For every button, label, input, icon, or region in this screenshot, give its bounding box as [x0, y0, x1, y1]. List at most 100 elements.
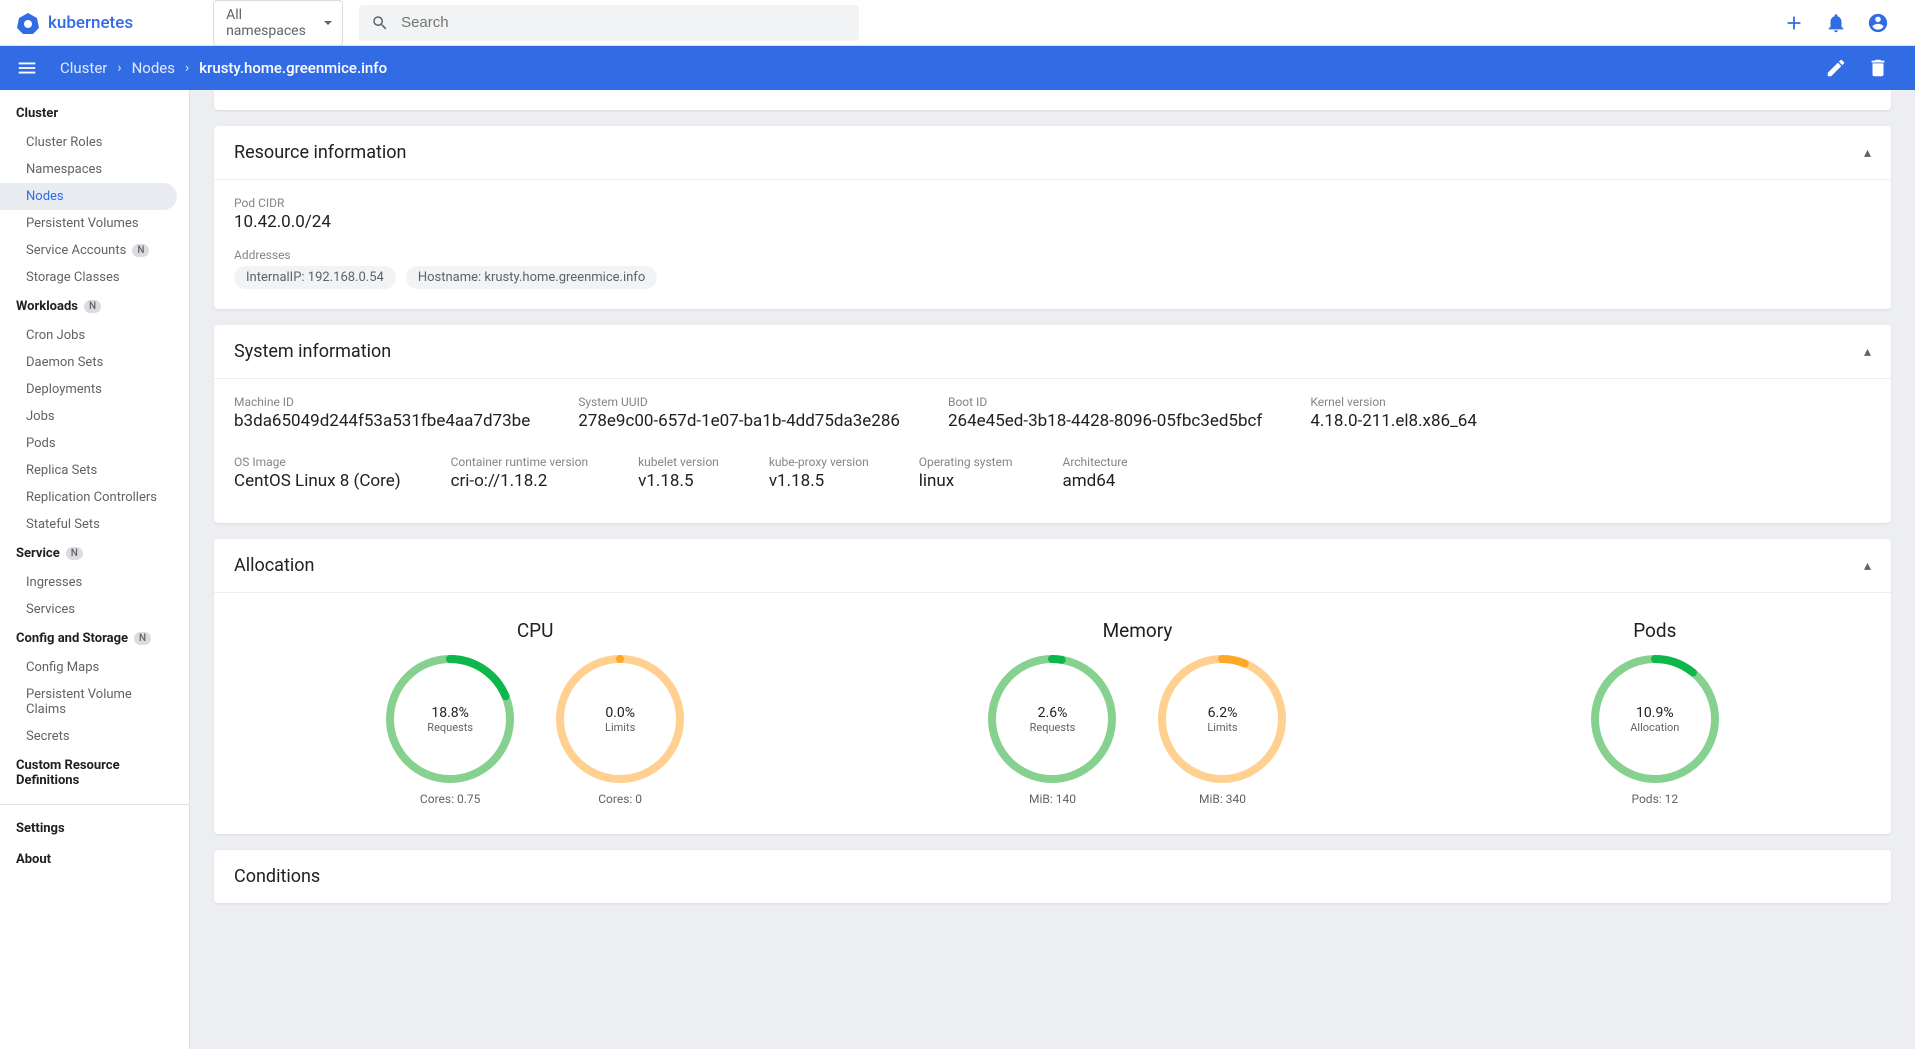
sidebar-section-cluster[interactable]: Cluster	[0, 98, 189, 129]
sidebar-item-service-accounts[interactable]: Service AccountsN	[0, 237, 189, 264]
alloc-percent: 6.2%	[1208, 705, 1238, 721]
namespace-badge: N	[84, 300, 101, 313]
conditions-title: Conditions	[234, 866, 1871, 887]
sys-field-label: kubelet version	[638, 455, 719, 469]
alloc-percent: 10.9%	[1636, 705, 1674, 721]
allocation-title: Allocation	[234, 555, 1864, 576]
sys-field-label: Container runtime version	[451, 455, 588, 469]
notifications-button[interactable]	[1825, 12, 1847, 34]
sidebar-item-stateful-sets[interactable]: Stateful Sets	[0, 511, 189, 538]
sidebar-item-jobs[interactable]: Jobs	[0, 403, 189, 430]
breadcrumb-bar: Cluster › Nodes › krusty.home.greenmice.…	[0, 46, 1915, 90]
sidebar-section-config-and-storage[interactable]: Config and StorageN	[0, 623, 189, 654]
pod-cidr-value: 10.42.0.0/24	[234, 212, 1871, 232]
sidebar-about[interactable]: About	[0, 844, 189, 875]
menu-button[interactable]	[16, 57, 38, 79]
addresses-label: Addresses	[234, 248, 1871, 262]
alloc-group-memory: Memory2.6%RequestsMiB: 1406.2%LimitsMiB:…	[987, 619, 1287, 806]
sidebar-item-ingresses[interactable]: Ingresses	[0, 569, 189, 596]
prev-card-stub	[214, 90, 1891, 110]
sidebar-item-replica-sets[interactable]: Replica Sets	[0, 457, 189, 484]
app-title: kubernetes	[48, 13, 133, 33]
alloc-sublabel: Allocation	[1630, 721, 1679, 734]
alloc-bottom-label: Pods: 12	[1631, 792, 1678, 806]
alloc-group-pods: Pods 10.9%Allocation Pods: 12	[1590, 619, 1720, 806]
search-input[interactable]	[401, 14, 847, 31]
search-icon	[371, 14, 389, 32]
breadcrumb-node-name: krusty.home.greenmice.info	[199, 59, 387, 77]
namespace-badge: N	[132, 244, 149, 257]
sys-field-value: b3da65049d244f53a531fbe4aa7d73be	[234, 411, 530, 431]
sidebar-section-custom-resource-definitions[interactable]: Custom Resource Definitions	[0, 750, 189, 796]
sys-field-value: 4.18.0-211.el8.x86_64	[1310, 411, 1477, 431]
alloc-bottom-label: Cores: 0.75	[420, 792, 480, 806]
sidebar-item-pods[interactable]: Pods	[0, 430, 189, 457]
alloc-chart: 6.2%Limits MiB: 340	[1157, 654, 1287, 806]
sidebar-item-nodes[interactable]: Nodes	[0, 183, 177, 210]
sidebar-settings[interactable]: Settings	[0, 813, 189, 844]
alloc-bottom-label: MiB: 140	[1029, 792, 1076, 806]
sidebar-section-service[interactable]: ServiceN	[0, 538, 189, 569]
sys-field-value: 278e9c00-657d-1e07-ba1b-4dd75da3e286	[578, 411, 900, 431]
system-info-title: System information	[234, 341, 1864, 362]
address-chip: InternalIP: 192.168.0.54	[234, 266, 396, 289]
sidebar-item-services[interactable]: Services	[0, 596, 189, 623]
sys-field-value: linux	[919, 471, 1013, 491]
alloc-sublabel: Requests	[1030, 721, 1076, 734]
namespace-selector[interactable]: All namespaces	[213, 0, 343, 46]
alloc-chart: 0.0%Limits Cores: 0	[555, 654, 685, 806]
resource-info-card: Resource information ▴ Pod CIDR 10.42.0.…	[214, 126, 1891, 309]
sidebar-item-persistent-volumes[interactable]: Persistent Volumes	[0, 210, 189, 237]
sys-field-value: 264e45ed-3b18-4428-8096-05fbc3ed5bcf	[948, 411, 1262, 431]
sys-field-value: amd64	[1062, 471, 1127, 491]
collapse-icon[interactable]: ▴	[1864, 344, 1871, 360]
chevron-right-icon: ›	[185, 60, 189, 76]
sys-field-label: System UUID	[578, 395, 900, 409]
breadcrumb-nodes[interactable]: Nodes	[132, 59, 175, 77]
sidebar-item-config-maps[interactable]: Config Maps	[0, 654, 189, 681]
namespace-badge: N	[66, 547, 83, 560]
account-button[interactable]	[1867, 12, 1889, 34]
delete-button[interactable]	[1867, 57, 1889, 79]
conditions-card: Conditions	[214, 850, 1891, 903]
alloc-sublabel: Limits	[1207, 721, 1237, 734]
sidebar-section-workloads[interactable]: WorkloadsN	[0, 291, 189, 322]
alloc-bottom-label: Cores: 0	[598, 792, 642, 806]
chevron-right-icon: ›	[117, 60, 121, 76]
sys-field-label: Architecture	[1062, 455, 1127, 469]
address-chip: Hostname: krusty.home.greenmice.info	[406, 266, 657, 289]
alloc-group-title: Pods	[1590, 619, 1720, 642]
alloc-percent: 0.0%	[605, 705, 635, 721]
alloc-chart: 18.8%RequestsCores: 0.75	[385, 654, 515, 806]
sys-field-label: Kernel version	[1310, 395, 1477, 409]
collapse-icon[interactable]: ▴	[1864, 558, 1871, 574]
sidebar-item-replication-controllers[interactable]: Replication Controllers	[0, 484, 189, 511]
sidebar: ClusterCluster RolesNamespacesNodesPersi…	[0, 90, 190, 1049]
alloc-group-title: Memory	[987, 619, 1287, 642]
sidebar-item-cron-jobs[interactable]: Cron Jobs	[0, 322, 189, 349]
alloc-sublabel: Requests	[427, 721, 473, 734]
top-header: kubernetes All namespaces	[0, 0, 1915, 46]
sys-field-label: OS Image	[234, 455, 401, 469]
sys-field-label: Operating system	[919, 455, 1013, 469]
sidebar-item-daemon-sets[interactable]: Daemon Sets	[0, 349, 189, 376]
logo[interactable]: kubernetes	[16, 11, 133, 35]
sys-field-label: Machine ID	[234, 395, 530, 409]
sidebar-item-cluster-roles[interactable]: Cluster Roles	[0, 129, 189, 156]
alloc-chart: 10.9%Allocation Pods: 12	[1590, 654, 1720, 806]
breadcrumb-cluster[interactable]: Cluster	[60, 59, 107, 77]
collapse-icon[interactable]: ▴	[1864, 145, 1871, 161]
sidebar-item-storage-classes[interactable]: Storage Classes	[0, 264, 189, 291]
edit-button[interactable]	[1825, 57, 1847, 79]
main-content: Resource information ▴ Pod CIDR 10.42.0.…	[190, 90, 1915, 1049]
search-box[interactable]	[359, 5, 859, 41]
sidebar-item-namespaces[interactable]: Namespaces	[0, 156, 189, 183]
alloc-bottom-label: MiB: 340	[1199, 792, 1246, 806]
alloc-sublabel: Limits	[605, 721, 635, 734]
create-button[interactable]	[1783, 12, 1805, 34]
pod-cidr-label: Pod CIDR	[234, 196, 1871, 210]
sidebar-item-deployments[interactable]: Deployments	[0, 376, 189, 403]
sys-field-value: cri-o://1.18.2	[451, 471, 588, 491]
sidebar-item-persistent-volume-claims[interactable]: Persistent Volume Claims	[0, 681, 189, 723]
sidebar-item-secrets[interactable]: Secrets	[0, 723, 189, 750]
